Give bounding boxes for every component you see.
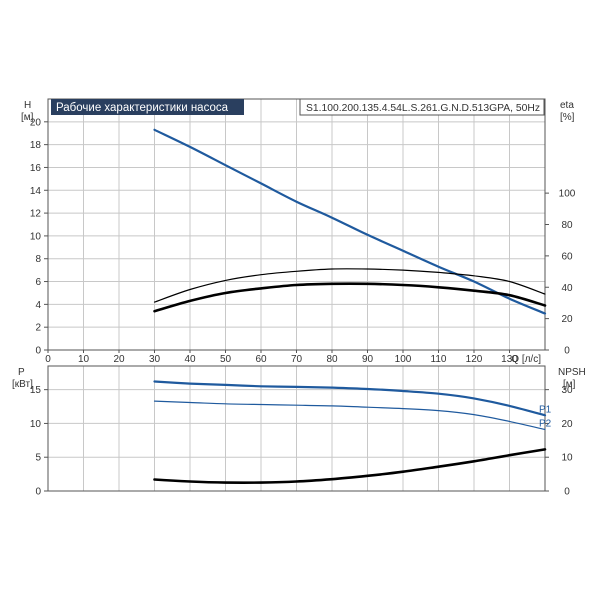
chart-title: Рабочие характеристики насоса [56,102,229,114]
bottom-right-tick-label: 30 [561,385,573,396]
top-right-tick-label: 0 [564,346,570,357]
x-tick-label: 40 [184,354,196,365]
top-right-tick-label: 80 [561,220,573,231]
x-tick-label: 130 [501,354,518,365]
power-axis-unit: [кВт] [12,379,33,390]
bottom-right-tick-label: 20 [561,419,573,430]
x-tick-label: 10 [78,354,90,365]
x-tick-label: 0 [45,354,51,365]
top-right-tick-label: 60 [561,251,573,262]
bottom-left-tick-label: 15 [30,385,42,396]
bottom-left-tick-label: 10 [30,419,42,430]
x-tick-label: 120 [466,354,483,365]
bottom-right-tick-label: 10 [561,453,573,464]
x-tick-label: 80 [326,354,338,365]
bottom-axis-labels: P [кВт] NPSH [м] [12,367,586,390]
top-curve-1 [153,268,546,303]
x-tick-label: 100 [395,354,412,365]
efficiency-axis-unit: [%] [560,112,575,123]
bottom-right-tick-label: 0 [564,487,570,498]
x-tick-label: 20 [113,354,125,365]
top-left-tick-label: 14 [30,186,42,197]
bottom-curve-2 [153,448,547,484]
bottom-left-tick-label: 0 [35,487,41,498]
bottom-series-label: P2 [539,419,552,430]
top-left-tick-label: 10 [30,231,42,242]
top-left-tick-label: 20 [30,117,42,128]
x-tick-label: 90 [362,354,374,365]
top-left-tick-label: 18 [30,140,42,151]
curve-layer [153,128,547,484]
x-tick-label: 110 [431,354,447,365]
grid-layer [47,99,545,491]
model-label-box [299,98,545,116]
top-left-tick-label: 4 [35,300,41,311]
top-axis-labels: H [м] eta [%] Q [л/с] [21,100,575,365]
title-background [51,99,244,115]
top-right-tick-label: 40 [561,283,573,294]
top-curve-2 [153,282,547,313]
top-left-tick-label: 12 [30,209,42,220]
bottom-plot-frame [47,365,546,492]
power-axis-label: P [18,367,25,378]
efficiency-axis-label: eta [560,100,574,111]
axis-layer [44,98,549,492]
x-tick-label: 60 [255,354,267,365]
npsh-axis-unit: [м] [563,379,576,390]
chart-header: Рабочие характеристики насоса S1.100.200… [51,98,545,116]
top-left-tick-label: 6 [35,277,41,288]
bottom-curve-p1 [153,380,547,417]
bottom-curve-p2 [153,400,546,431]
top-right-tick-label: 100 [559,189,576,200]
top-left-tick-label: 16 [30,163,42,174]
npsh-axis-label: NPSH [558,367,586,378]
x-tick-label: 70 [291,354,303,365]
x-tick-label: 30 [149,354,161,365]
top-curve-0 [153,128,547,315]
head-axis-unit: [м] [21,112,34,123]
top-left-tick-label: 8 [35,254,41,265]
top-left-tick-label: 2 [35,323,41,334]
bottom-left-tick-label: 5 [35,453,41,464]
flow-axis-label: Q [л/с] [511,354,541,365]
top-right-tick-label: 20 [561,314,573,325]
x-tick-label: 50 [220,354,232,365]
top-left-tick-label: 0 [35,346,41,357]
bottom-series-label: P1 [539,404,552,415]
model-label: S1.100.200.135.4.54L.S.261.G.N.D.513GPA,… [306,103,540,114]
head-axis-label: H [24,100,31,111]
